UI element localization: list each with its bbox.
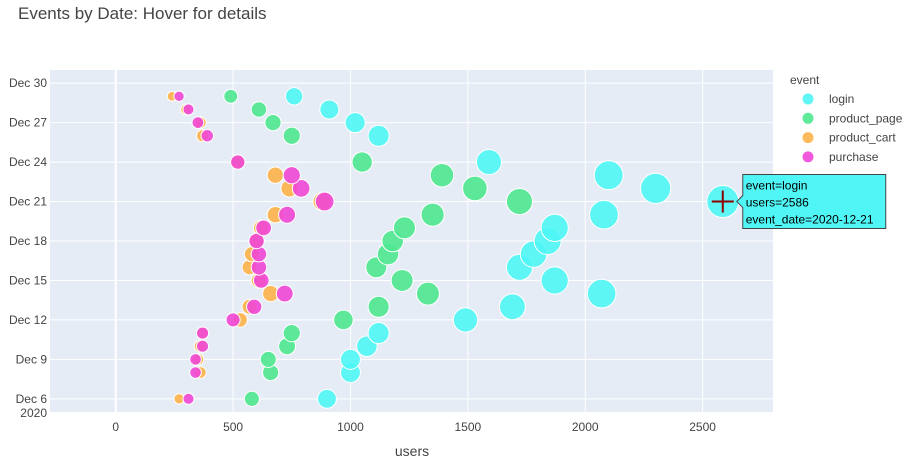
hover-tooltip: event=login users=2586 event_date=2020-12-… — [711, 174, 887, 230]
y-tick-label: Dec 6 — [16, 392, 48, 406]
data-points[interactable] — [166, 87, 740, 409]
legend-title: event — [790, 73, 820, 87]
data-point-product-page[interactable] — [282, 323, 301, 343]
data-point-purchase[interactable] — [182, 103, 195, 116]
y-tick-label: Dec 9 — [16, 352, 48, 366]
data-point-product-page[interactable] — [264, 113, 282, 132]
data-point-purchase[interactable] — [314, 191, 335, 212]
data-point-login[interactable] — [499, 293, 526, 321]
y-tick-year-label: 2020 — [20, 406, 47, 420]
data-point-purchase[interactable] — [230, 154, 246, 170]
data-point-purchase[interactable] — [282, 166, 301, 185]
data-point-purchase[interactable] — [255, 219, 273, 237]
data-point-login[interactable] — [340, 348, 361, 370]
y-tick-label: Dec 27 — [9, 116, 47, 130]
legend-marker-login[interactable] — [801, 92, 815, 106]
data-point-login[interactable] — [319, 99, 340, 120]
legend[interactable]: event login product_page product_cartpurch… — [790, 73, 903, 164]
data-point-purchase[interactable] — [275, 284, 294, 303]
legend-marker-product-page[interactable] — [801, 111, 815, 125]
x-tick-label: 1500 — [454, 420, 481, 434]
data-point-product-cart[interactable] — [266, 166, 285, 184]
hover-text-line: users=2586 — [746, 196, 809, 210]
data-point-product-page[interactable] — [392, 216, 416, 240]
legend-label-purchase[interactable]: purchase — [829, 150, 879, 164]
data-point-login[interactable] — [344, 112, 366, 134]
data-point-login[interactable] — [367, 124, 390, 147]
data-point-product-page[interactable] — [420, 202, 445, 227]
data-point-product-page[interactable] — [351, 151, 373, 173]
x-tick-label: 0 — [112, 420, 119, 434]
data-point-product-page[interactable] — [243, 390, 260, 407]
data-point-login[interactable] — [540, 266, 569, 295]
data-point-login[interactable] — [452, 307, 479, 333]
y-tick-label: Dec 30 — [9, 76, 47, 90]
data-point-login[interactable] — [589, 199, 619, 230]
x-tick-labels: 0 500 1000 1500 2000 2500 — [112, 420, 716, 434]
data-point-login[interactable] — [540, 213, 569, 242]
data-point-purchase[interactable] — [246, 298, 263, 315]
data-point-purchase[interactable] — [278, 205, 297, 224]
y-tick-label: Dec 12 — [9, 313, 47, 327]
x-tick-label: 500 — [223, 420, 243, 434]
data-point-purchase[interactable] — [291, 179, 311, 198]
data-point-purchase[interactable] — [248, 232, 265, 250]
legend-marker-purchase[interactable] — [801, 150, 815, 164]
data-point-login[interactable] — [593, 160, 624, 191]
legend-label-product-page[interactable]: product_page — [829, 111, 903, 125]
data-point-login[interactable] — [640, 172, 672, 204]
data-point-product-page[interactable] — [333, 309, 354, 331]
x-tick-label: 2000 — [572, 420, 599, 434]
data-point-product-page[interactable] — [505, 187, 534, 216]
data-point-purchase[interactable] — [225, 312, 241, 328]
data-point-login[interactable] — [367, 322, 390, 345]
data-point-product-page[interactable] — [282, 126, 301, 145]
data-point-login[interactable] — [475, 149, 503, 176]
data-point-purchase[interactable] — [191, 116, 205, 130]
data-point-purchase[interactable] — [189, 353, 202, 366]
legend-marker-product-cart[interactable] — [801, 131, 815, 145]
data-point-purchase[interactable] — [196, 326, 210, 340]
data-point-login[interactable] — [317, 388, 337, 409]
x-tick-label: 2500 — [689, 420, 716, 434]
hover-text-line: event=login — [746, 179, 808, 193]
data-point-purchase[interactable] — [189, 366, 202, 379]
data-point-purchase[interactable] — [200, 129, 214, 143]
data-point-purchase[interactable] — [196, 339, 210, 353]
data-point-product-page[interactable] — [462, 175, 488, 202]
data-point-product-page[interactable] — [390, 268, 414, 292]
hover-text-line: event_date=2020-12-21 — [746, 213, 874, 227]
data-point-product-page[interactable] — [415, 281, 440, 306]
legend-label-product-cart[interactable]: product_cart — [829, 131, 896, 145]
x-axis-title: users — [395, 443, 429, 459]
y-tick-label: Dec 15 — [9, 273, 47, 287]
x-tick-label: 1000 — [337, 420, 364, 434]
y-tick-label: Dec 18 — [9, 234, 47, 248]
data-point-product-page[interactable] — [367, 295, 390, 318]
data-point-login[interactable] — [284, 87, 304, 106]
data-point-purchase[interactable] — [182, 392, 195, 405]
data-point-product-page[interactable] — [223, 88, 239, 104]
legend-label-login[interactable]: login — [829, 92, 854, 106]
data-point-login[interactable] — [586, 278, 617, 309]
chart-title: Events by Date: Hover for details — [18, 4, 267, 23]
data-point-purchase[interactable] — [173, 90, 185, 102]
hover-box — [736, 174, 887, 230]
data-point-product-page[interactable] — [429, 163, 455, 188]
y-tick-label: Dec 24 — [9, 155, 47, 169]
data-point-product-page[interactable] — [250, 101, 268, 118]
y-tick-label: Dec 21 — [9, 195, 47, 209]
data-point-product-page[interactable] — [259, 350, 277, 368]
